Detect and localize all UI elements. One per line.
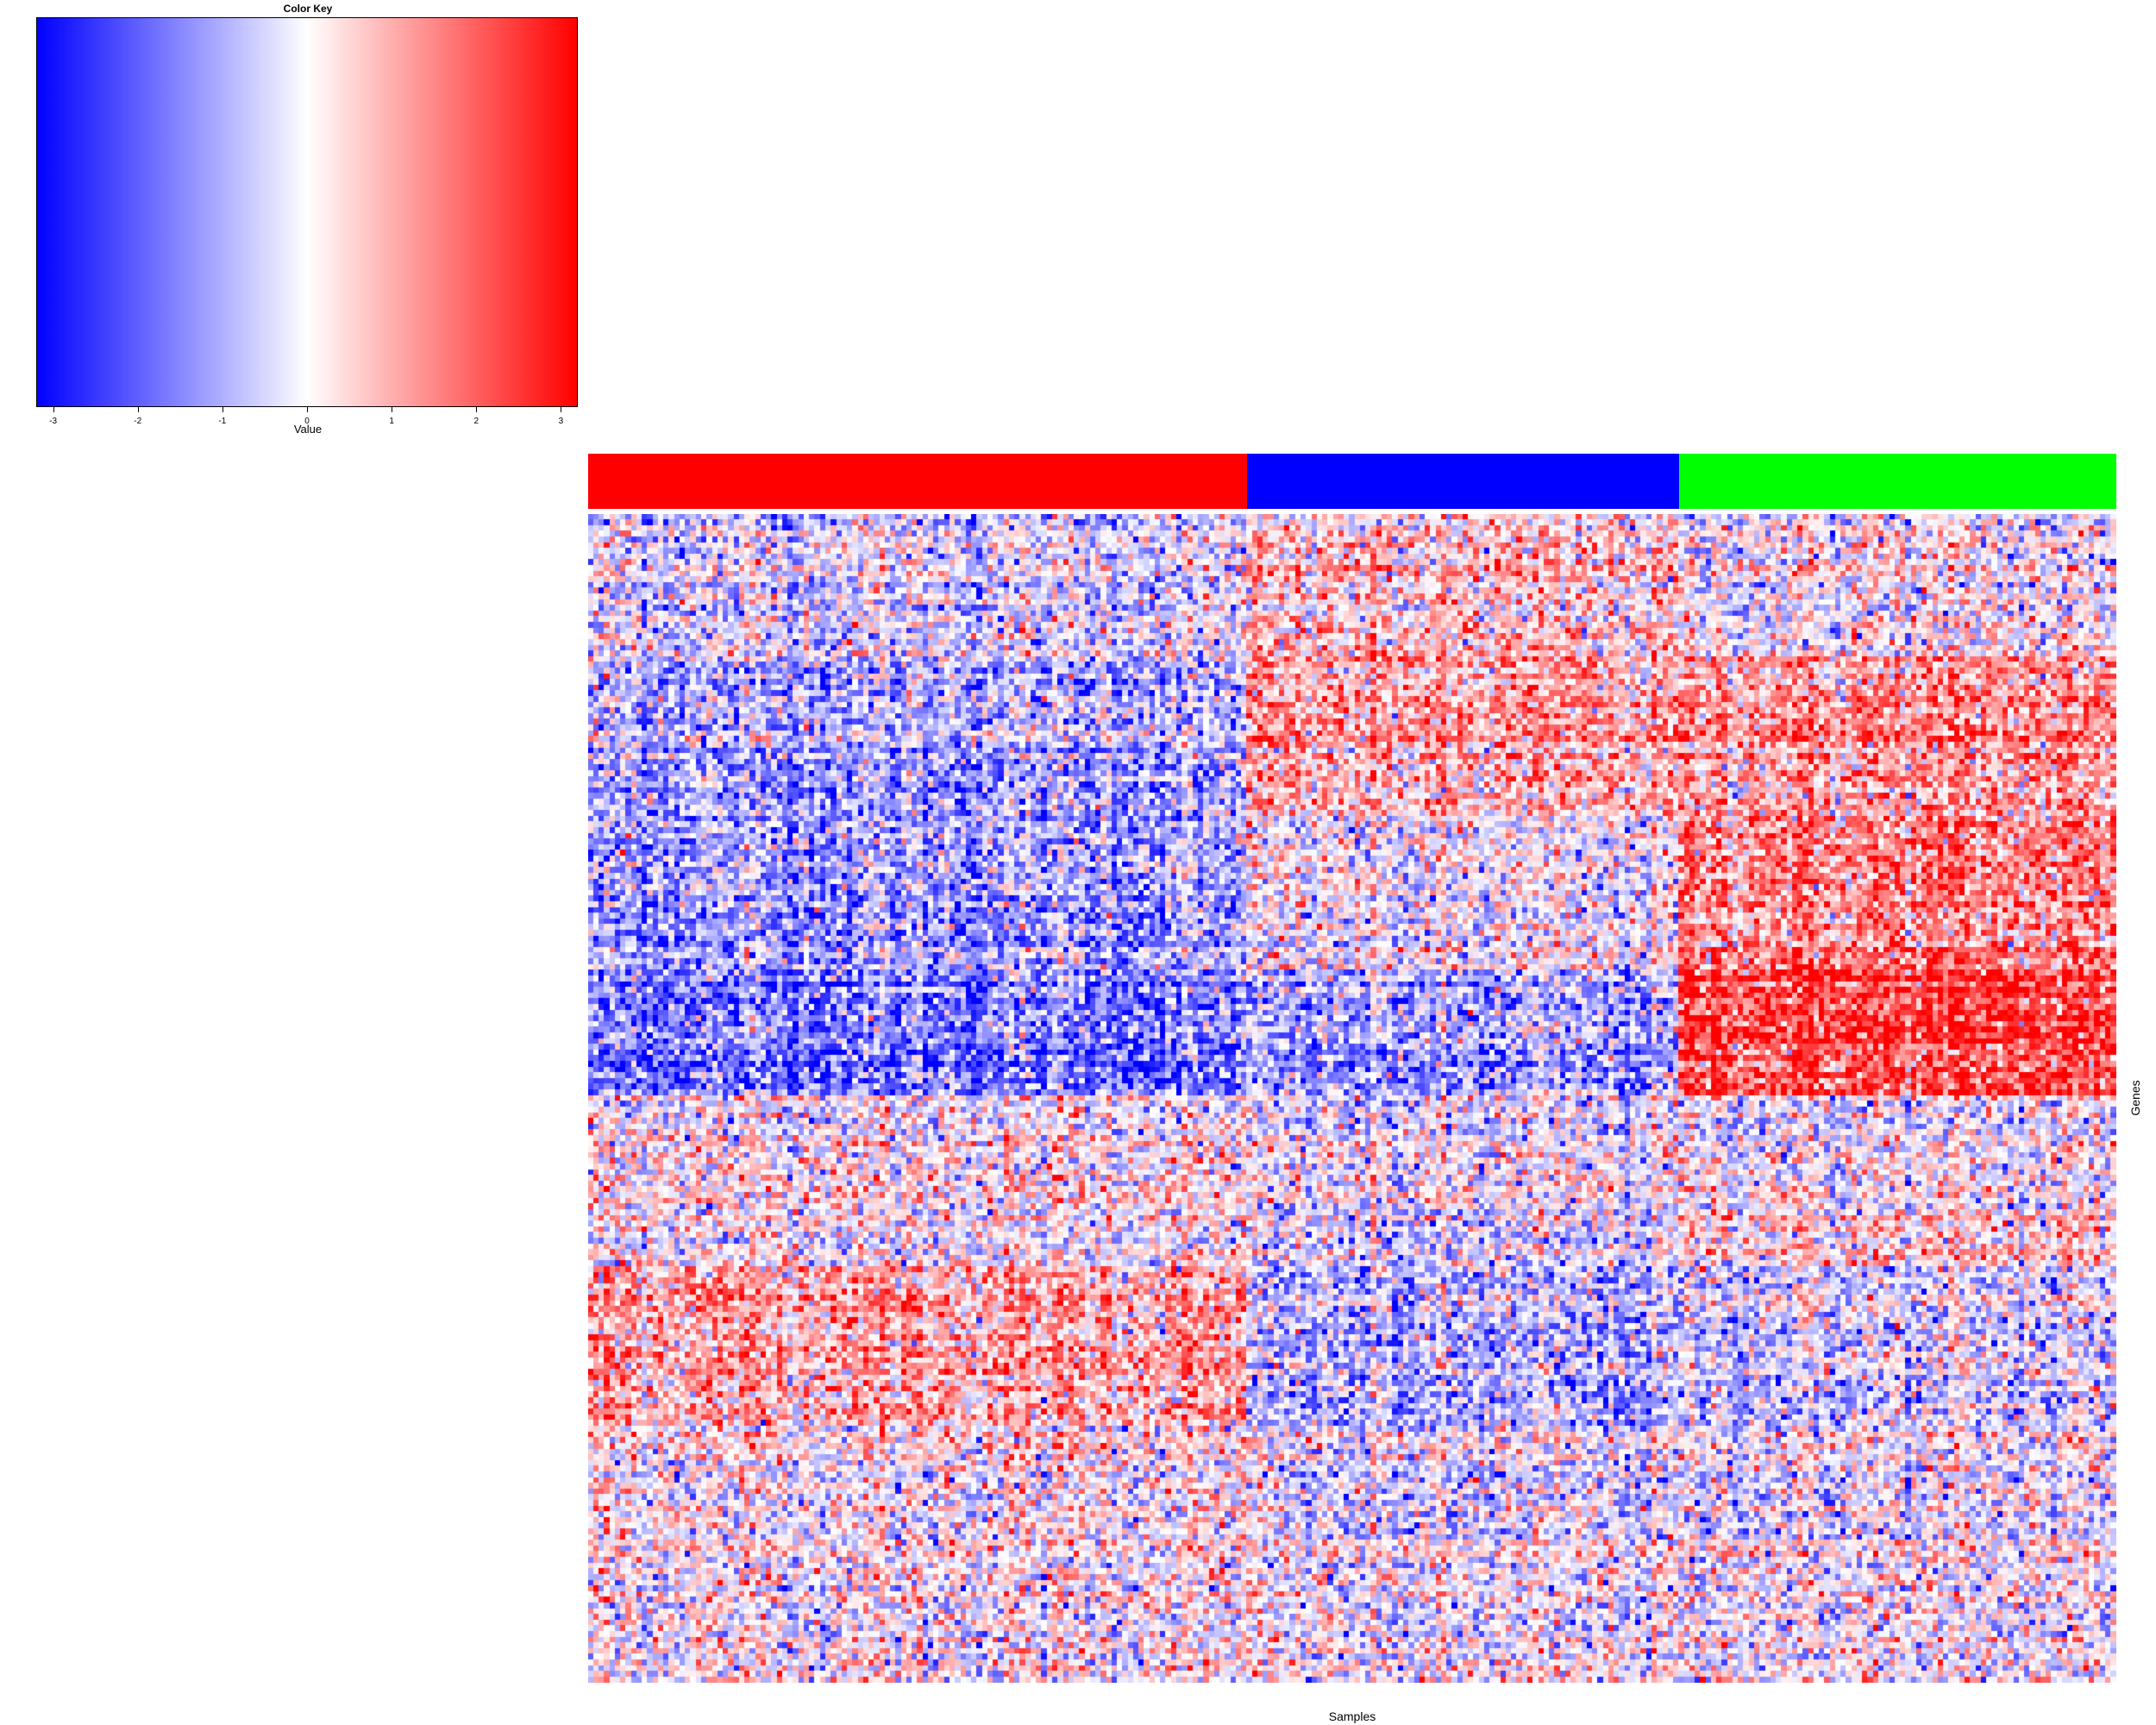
sample-group-segment-3 [1678,454,2116,509]
color-key-title: Color Key [283,3,333,15]
color-key-tick [53,407,54,412]
color-key-gradient [36,17,578,407]
color-key-tick [137,407,139,412]
color-key-tick-label: -2 [134,417,142,426]
color-key-xlabel: Value [293,423,323,436]
color-key-tick [307,407,308,412]
color-key-tick-label: 2 [473,417,479,426]
color-key-axis: -3 -2 -1 0 1 2 3 [0,407,604,442]
color-key-tick-label: -1 [218,417,227,426]
color-key-tick [476,407,478,412]
sample-group-segment-1 [588,454,1247,509]
sample-group-color-bar [588,454,2116,509]
color-key-tick-label: -3 [49,417,58,426]
color-key-tick [222,407,223,412]
sample-group-segment-2 [1246,454,1679,509]
color-key-tick-label: 3 [558,417,564,426]
x-axis-label: Samples [1328,1709,1376,1723]
y-axis-label: Genes [2128,1080,2142,1116]
color-key-tick-label: 1 [389,417,394,426]
heatmap-matrix [588,514,2116,1683]
color-key-tick-label: 0 [304,417,310,426]
